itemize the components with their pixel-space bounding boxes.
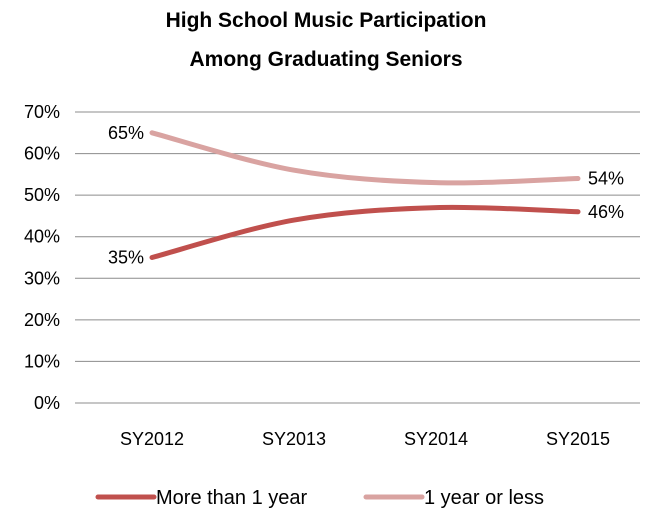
y-tick-label: 10% [24, 351, 60, 371]
x-tick-label: SY2014 [404, 429, 468, 449]
x-tick-label: SY2015 [546, 429, 610, 449]
y-tick-label: 40% [24, 227, 60, 247]
y-tick-label: 30% [24, 268, 60, 288]
legend-label: 1 year or less [424, 487, 544, 509]
y-tick-label: 60% [24, 144, 60, 164]
y-tick-label: 20% [24, 310, 60, 330]
y-tick-label: 0% [34, 393, 60, 413]
data-label: 35% [108, 248, 144, 268]
chart-title-line-1: High School Music Participation [166, 9, 487, 32]
x-axis-tick-labels: SY2012 SY2013 SY2014 SY2015 [120, 429, 610, 449]
data-label: 54% [588, 169, 624, 189]
y-axis-tick-labels: 0% 10% 20% 30% 40% 50% 60% 70% [24, 102, 60, 413]
series-line-1 [149, 130, 581, 186]
y-tick-label: 50% [24, 185, 60, 205]
legend-label: More than 1 year [156, 487, 308, 509]
chart-title: High School Music Participation Among Gr… [166, 9, 487, 71]
data-labels: 35% 46% 65% 54% [108, 123, 624, 268]
series-line-0 [149, 204, 581, 260]
series-lines [149, 130, 581, 260]
x-tick-label: SY2012 [120, 429, 184, 449]
data-label: 46% [588, 202, 624, 222]
chart-title-line-2: Among Graduating Seniors [189, 48, 462, 71]
legend: More than 1 year 1 year or less [95, 487, 544, 509]
data-label: 65% [108, 123, 144, 143]
gridlines [75, 111, 640, 362]
y-tick-label: 70% [24, 102, 60, 122]
x-tick-label: SY2013 [262, 429, 326, 449]
